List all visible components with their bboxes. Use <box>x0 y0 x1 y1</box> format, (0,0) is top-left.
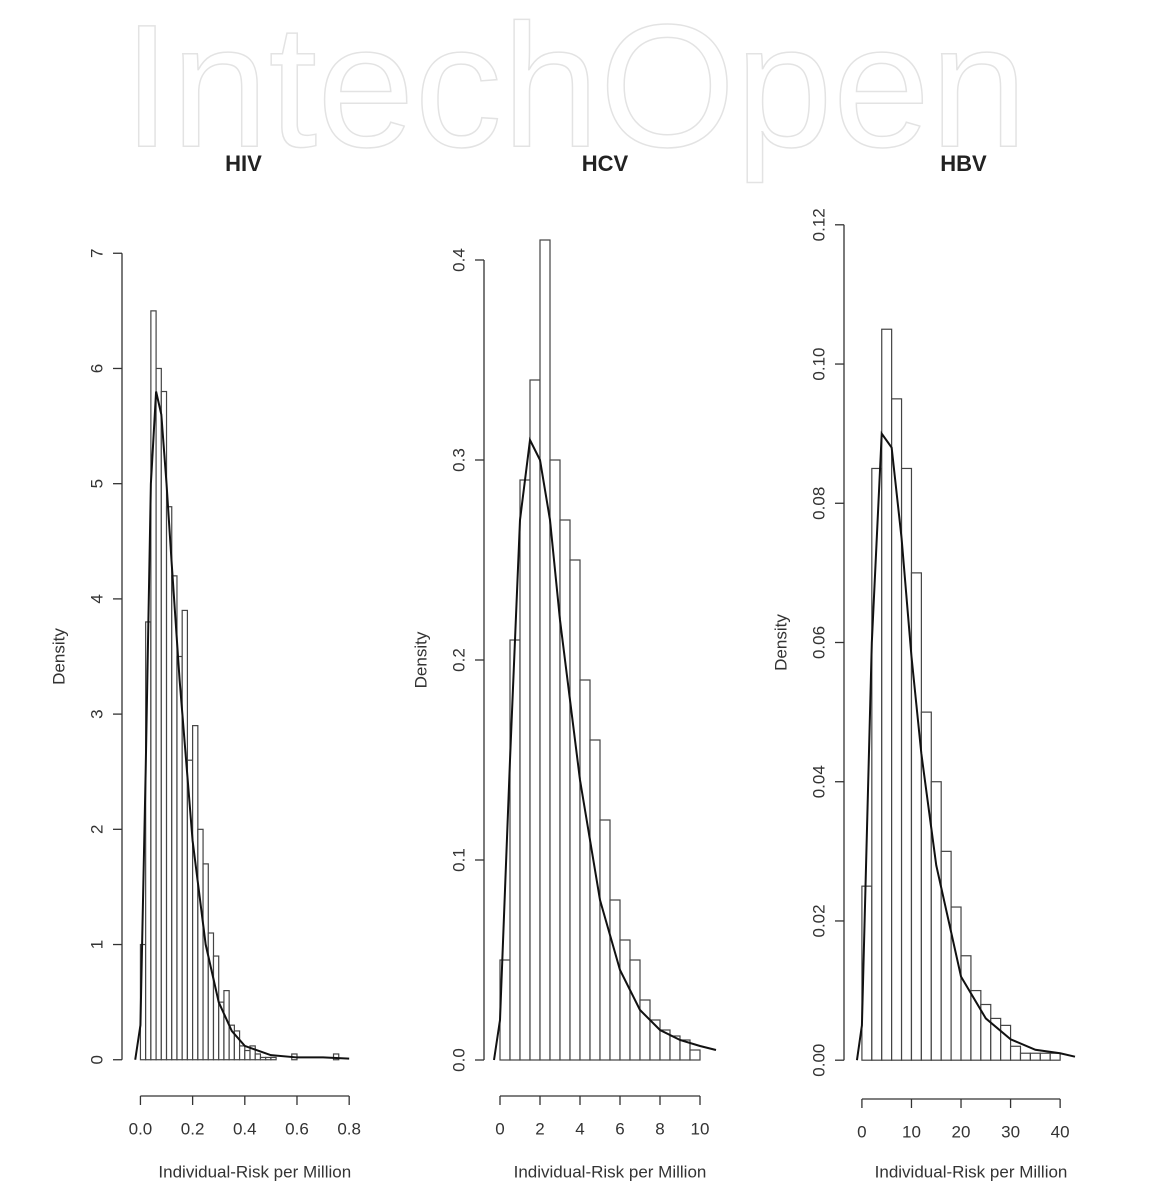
bar <box>519 479 531 1061</box>
x-tick-label: 0.4 <box>233 1119 257 1138</box>
bar <box>579 679 591 1061</box>
y-tick-label: 0.02 <box>809 904 828 937</box>
bar <box>192 725 199 1061</box>
bar <box>197 828 204 1061</box>
x-tick-label: 0.0 <box>129 1119 153 1138</box>
bar <box>249 1045 256 1061</box>
bar <box>559 519 571 1061</box>
bar <box>1049 1052 1061 1061</box>
bar <box>930 781 942 1061</box>
bar <box>165 506 173 1061</box>
x-tick-label: 10 <box>691 1119 710 1138</box>
x-tick-label: 0 <box>857 1122 866 1141</box>
y-tick-label: 2 <box>87 825 106 834</box>
bar <box>270 1056 277 1061</box>
chart-title: HCV <box>582 151 629 176</box>
y-tick-label: 0.06 <box>809 626 828 659</box>
x-tick-label: 6 <box>615 1119 624 1138</box>
density-curve <box>134 391 350 1060</box>
bar <box>207 932 215 1061</box>
bar <box>181 609 189 1061</box>
bar <box>238 1045 246 1061</box>
bar <box>171 575 178 1061</box>
x-tick-label: 0.6 <box>285 1119 309 1138</box>
bar <box>332 1053 340 1061</box>
bar <box>1029 1052 1041 1061</box>
x-axis-label: Individual-Risk per Million <box>514 1162 707 1181</box>
bar <box>619 939 631 1061</box>
bar <box>881 328 893 1061</box>
bar <box>155 367 162 1061</box>
bar <box>689 1049 701 1061</box>
bar <box>910 572 922 1061</box>
bar <box>529 379 541 1061</box>
bar <box>569 559 581 1061</box>
y-tick-label: 4 <box>87 594 106 603</box>
y-tick-label: 0.2 <box>449 648 468 672</box>
x-tick-label: 40 <box>1051 1122 1070 1141</box>
bar <box>1019 1052 1032 1061</box>
bar <box>254 1053 262 1061</box>
bar <box>1039 1052 1051 1061</box>
bar <box>960 955 972 1061</box>
x-tick-label: 0.2 <box>181 1119 205 1138</box>
chart-title: HBV <box>940 151 987 176</box>
x-axis-label: Individual-Risk per Million <box>158 1162 351 1181</box>
y-axis-label: Density <box>771 614 790 671</box>
y-tick-label: 1 <box>87 940 106 949</box>
bar <box>539 239 551 1061</box>
bar <box>639 999 651 1061</box>
bar <box>940 850 952 1061</box>
density-curve <box>855 430 1076 1061</box>
x-tick-label: 10 <box>902 1122 921 1141</box>
bar <box>259 1056 267 1061</box>
watermark: IntechOpen <box>123 0 1028 184</box>
bar <box>202 863 209 1061</box>
bar <box>599 819 611 1061</box>
bar <box>1009 1045 1022 1061</box>
y-tick-label: 0.10 <box>809 347 828 380</box>
bar <box>160 390 168 1061</box>
y-tick-label: 6 <box>87 364 106 373</box>
x-tick-label: 30 <box>1001 1122 1020 1141</box>
x-tick-label: 8 <box>655 1119 664 1138</box>
density-curve <box>493 436 717 1061</box>
bar <box>1000 1024 1012 1061</box>
bar <box>265 1056 272 1061</box>
y-tick-label: 5 <box>87 479 106 488</box>
y-tick-label: 0.0 <box>449 1048 468 1072</box>
bar <box>609 899 621 1061</box>
y-tick-label: 7 <box>87 249 106 258</box>
y-tick-label: 0 <box>87 1055 106 1064</box>
y-tick-label: 0.04 <box>809 765 828 798</box>
y-tick-label: 0.1 <box>449 848 468 872</box>
bar <box>212 955 220 1061</box>
bar <box>549 459 561 1061</box>
y-tick-label: 0.12 <box>809 208 828 241</box>
y-axis-label: Density <box>411 631 430 688</box>
y-tick-label: 0.3 <box>449 448 468 472</box>
x-axis-label: Individual-Risk per Million <box>875 1162 1068 1181</box>
bar <box>589 739 601 1061</box>
x-tick-label: 0 <box>495 1119 504 1138</box>
bar <box>629 959 641 1061</box>
x-tick-label: 4 <box>575 1119 584 1138</box>
x-tick-label: 0.8 <box>337 1119 361 1138</box>
y-tick-label: 0.00 <box>809 1044 828 1077</box>
y-tick-label: 0.08 <box>809 487 828 520</box>
chart-title: HIV <box>225 151 262 176</box>
y-tick-label: 3 <box>87 709 106 718</box>
x-tick-label: 20 <box>952 1122 971 1141</box>
y-axis-label: Density <box>49 628 68 685</box>
x-tick-label: 2 <box>535 1119 544 1138</box>
y-tick-label: 0.4 <box>449 248 468 272</box>
bar <box>176 655 183 1061</box>
bar <box>244 1049 251 1061</box>
bar <box>950 906 962 1061</box>
